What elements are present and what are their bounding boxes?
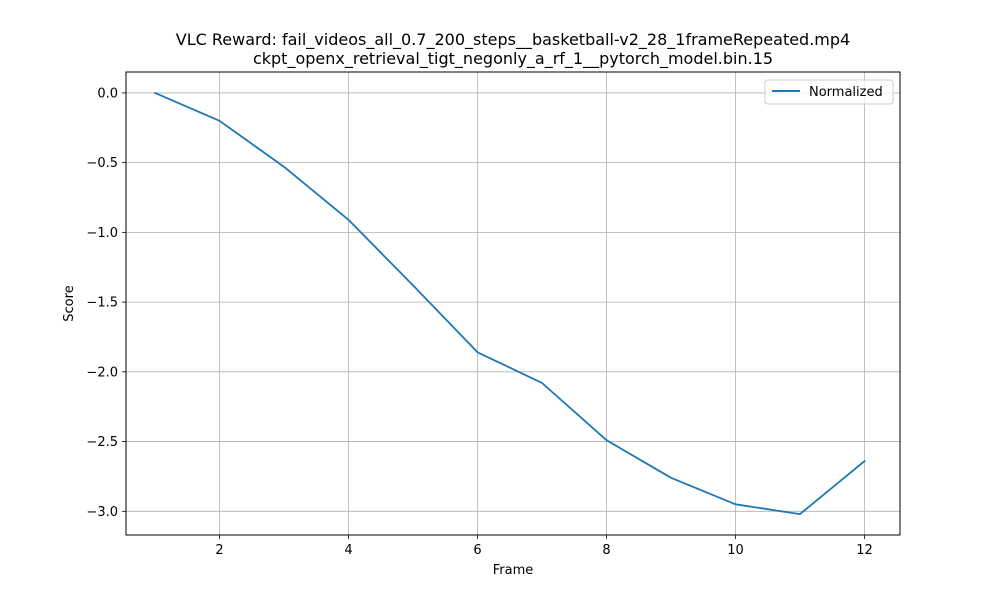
x-tick-label: 8 [602, 543, 610, 558]
legend-label-normalized: Normalized [809, 85, 883, 100]
x-tick-label: 12 [856, 543, 873, 558]
y-axis-ticks: 0.0 −0.5 −1.0 −1.5 −2.0 −2.5 −3.0 [86, 86, 126, 520]
chart-title: VLC Reward: fail_videos_all_0.7_200_step… [176, 30, 850, 50]
x-tick-label: 4 [344, 543, 352, 558]
y-axis-label: Score [62, 285, 77, 321]
legend-box [764, 79, 894, 105]
x-tick-label: 10 [727, 543, 744, 558]
y-tick-label: −2.5 [86, 435, 118, 450]
y-tick-label: −3.0 [86, 505, 118, 520]
x-tick-label: 6 [473, 543, 481, 558]
y-tick-label: −2.0 [86, 365, 118, 380]
y-tick-label: −1.0 [86, 226, 118, 241]
series-line-normalized [153, 91, 866, 515]
x-tick-label: 2 [215, 543, 223, 558]
grid-lines [126, 72, 900, 535]
x-axis-label: Frame [493, 563, 534, 578]
legend: Normalized [764, 79, 894, 105]
series-layer [153, 91, 866, 515]
chart-subtitle: ckpt_openx_retrieval_tigt_negonly_a_rf_1… [253, 49, 773, 69]
y-tick-label: −1.5 [86, 296, 118, 311]
x-axis-ticks: 2 4 6 8 10 12 [215, 535, 873, 558]
y-tick-label: −0.5 [86, 156, 118, 171]
y-tick-label: 0.0 [97, 86, 118, 101]
plot-frame [125, 71, 901, 536]
